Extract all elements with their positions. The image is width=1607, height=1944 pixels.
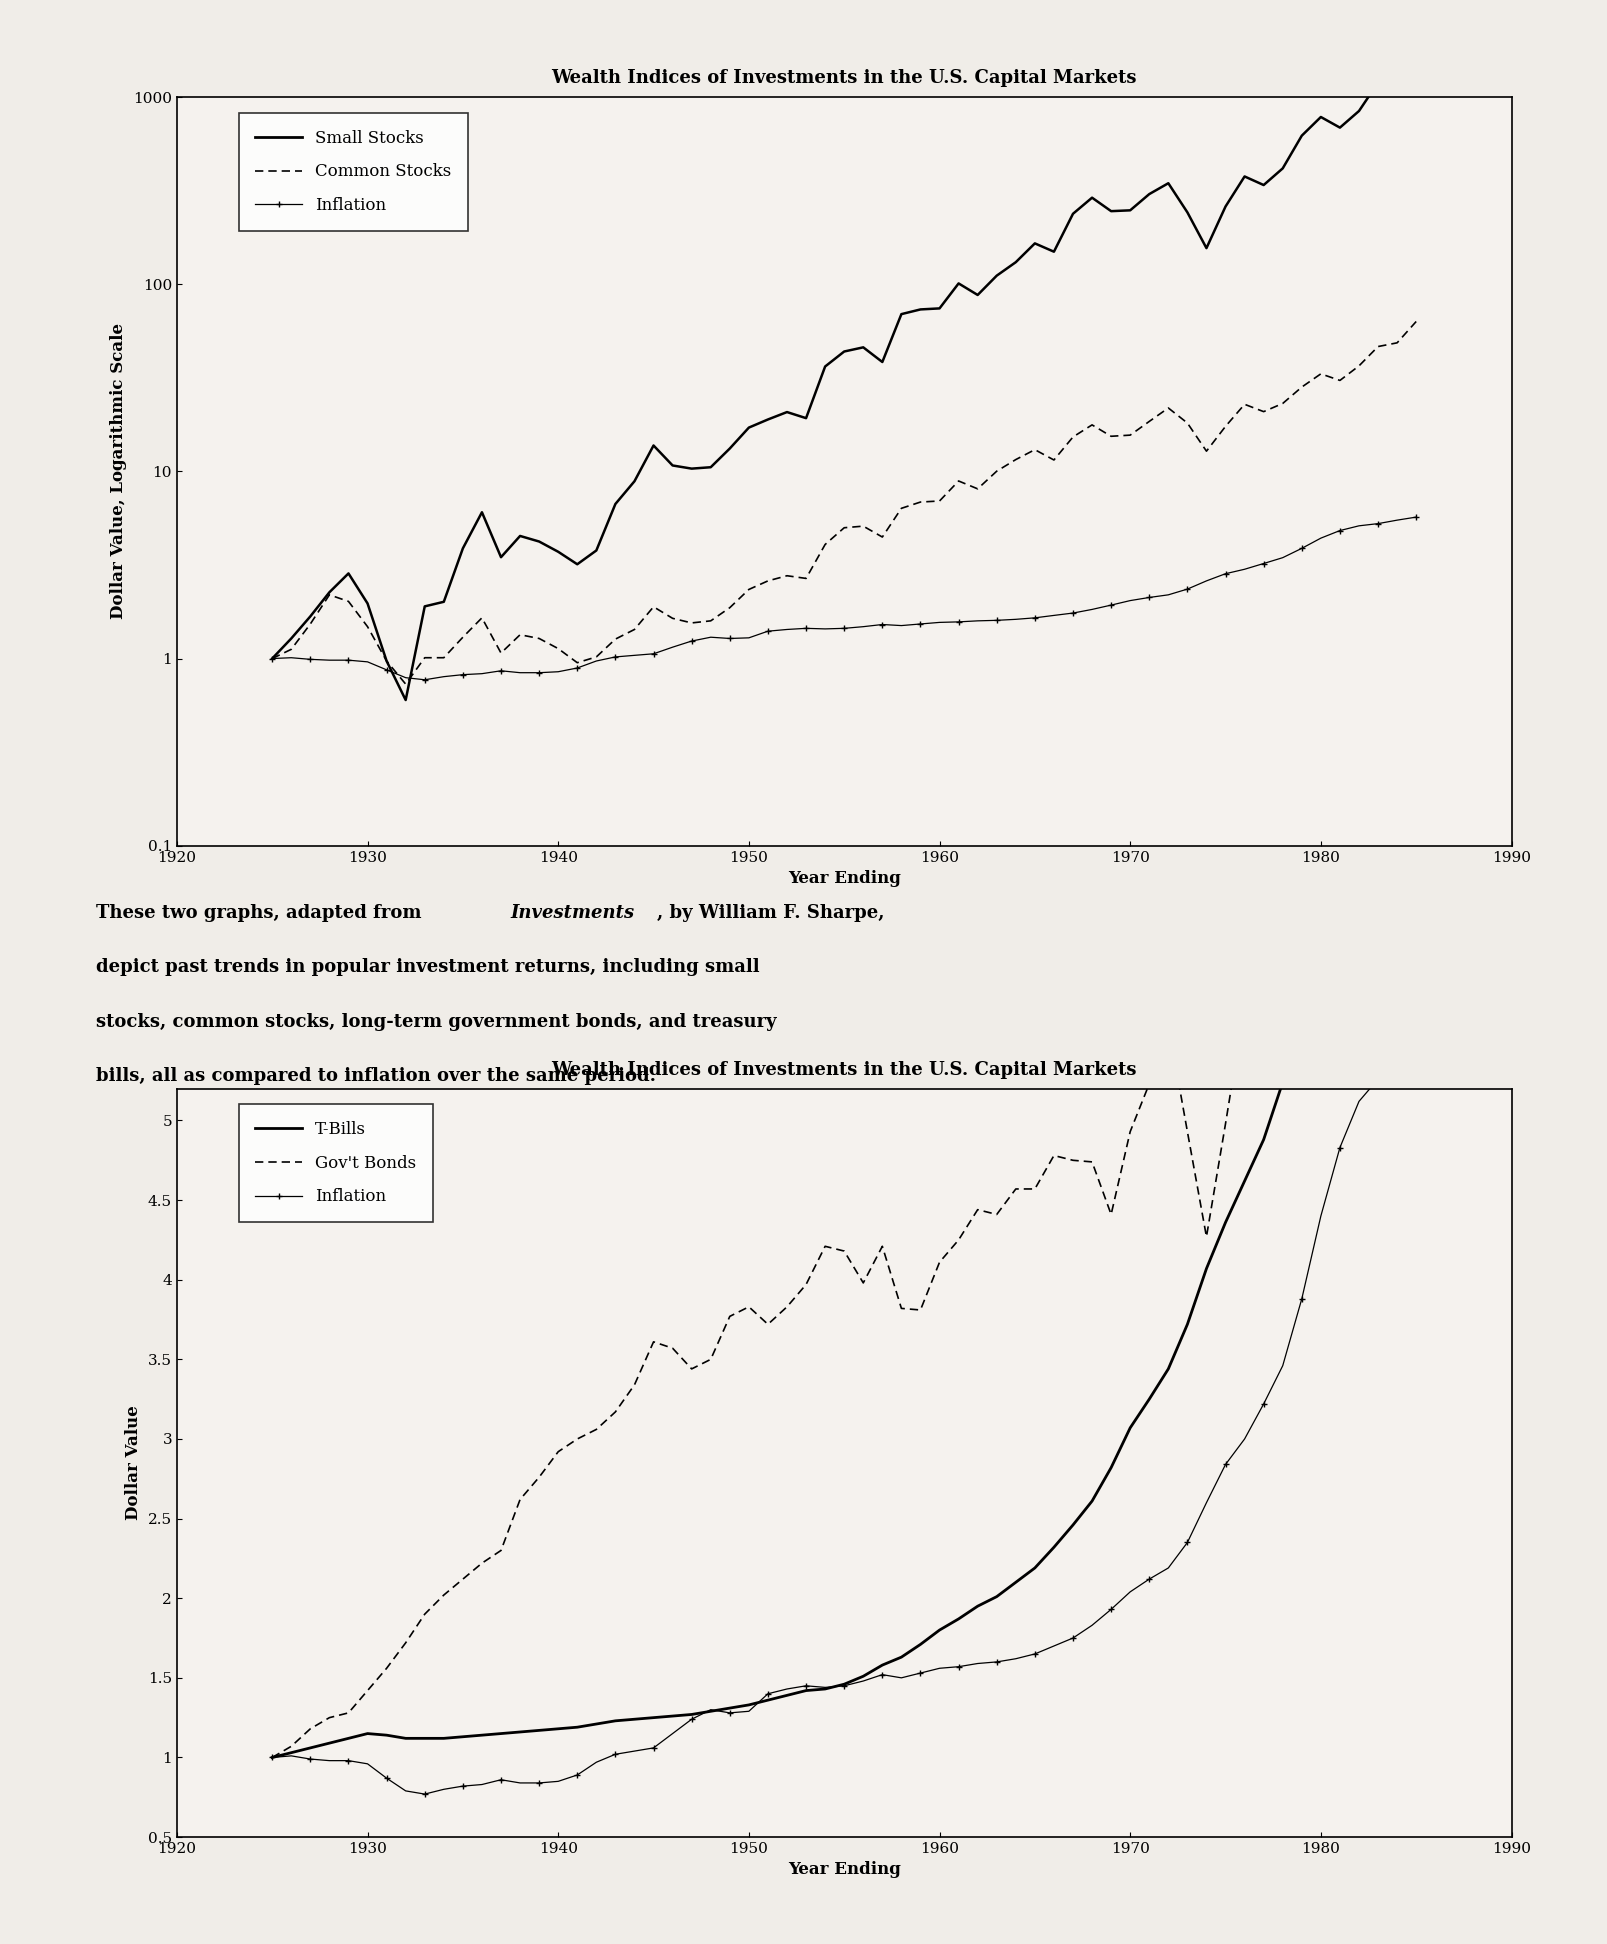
Text: These two graphs, adapted from: These two graphs, adapted from <box>96 904 427 921</box>
Y-axis label: Dollar Value: Dollar Value <box>125 1406 143 1520</box>
Title: Wealth Indices of Investments in the U.S. Capital Markets: Wealth Indices of Investments in the U.S… <box>551 1061 1136 1079</box>
Text: Investments: Investments <box>509 904 633 921</box>
Legend: T-Bills, Gov't Bonds, Inflation: T-Bills, Gov't Bonds, Inflation <box>238 1104 432 1223</box>
Text: bills, all as compared to inflation over the same period.: bills, all as compared to inflation over… <box>96 1067 656 1085</box>
Y-axis label: Dollar Value, Logarithmic Scale: Dollar Value, Logarithmic Scale <box>111 323 127 620</box>
X-axis label: Year Ending: Year Ending <box>787 1862 900 1878</box>
Legend: Small Stocks, Common Stocks, Inflation: Small Stocks, Common Stocks, Inflation <box>238 113 468 231</box>
Text: , by William F. Sharpe,: , by William F. Sharpe, <box>657 904 884 921</box>
Text: depict past trends in popular investment returns, including small: depict past trends in popular investment… <box>96 958 760 976</box>
X-axis label: Year Ending: Year Ending <box>787 871 900 886</box>
Text: stocks, common stocks, long-term government bonds, and treasury: stocks, common stocks, long-term governm… <box>96 1013 776 1030</box>
Title: Wealth Indices of Investments in the U.S. Capital Markets: Wealth Indices of Investments in the U.S… <box>551 70 1136 87</box>
